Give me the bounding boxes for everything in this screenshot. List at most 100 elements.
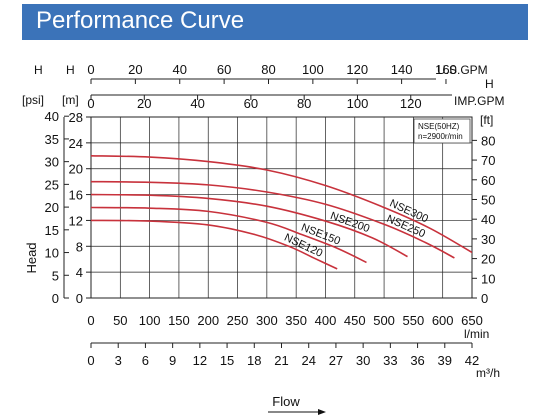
x-impgpm-tick-label: 0 — [87, 96, 94, 111]
x-lmin-tick-label: 400 — [315, 313, 337, 328]
x-impgpm-tick-label: 20 — [137, 96, 151, 111]
x-impgpm-unit: IMP.GPM — [454, 94, 504, 108]
x-lmin-tick-label: 350 — [285, 313, 307, 328]
axes: 0 50 100 150 200 250 300 350 400 450 500 550 600 6500… — [45, 62, 496, 368]
y-psi-tick-label: 40 — [45, 109, 59, 124]
x-usgpm-head-symbol: H — [485, 77, 494, 91]
x-usgpm-tick-label: 80 — [261, 62, 275, 77]
series-line-nse150 — [91, 206, 367, 264]
x-m3h-unit: m³/h — [476, 366, 500, 380]
series-group — [91, 154, 472, 270]
x-lmin-tick-label: 250 — [227, 313, 249, 328]
x-usgpm-tick-label: 20 — [128, 62, 142, 77]
x-m3h-tick-label: 3 — [115, 353, 122, 368]
x-m3h-tick-label: 12 — [193, 353, 207, 368]
y-psi-tick-label: 30 — [45, 155, 59, 170]
y-psi-unit: [psi] — [22, 93, 44, 107]
x-usgpm-tick-label: 140 — [391, 62, 413, 77]
x-m3h-tick-label: 0 — [87, 353, 94, 368]
y-ft-tick-label: 20 — [481, 252, 495, 267]
y-psi-tick-label: 5 — [52, 268, 59, 283]
y-ft-unit: [ft] — [480, 113, 493, 127]
y-m-tick-label: 4 — [76, 265, 83, 280]
note-line-2: n=2900r/min — [418, 132, 463, 141]
x-lmin-tick-label: 300 — [256, 313, 278, 328]
x-m3h-tick-label: 39 — [438, 353, 452, 368]
y-ft-tick-label: 10 — [481, 271, 495, 286]
x-m3h-tick-label: 36 — [410, 353, 424, 368]
y-psi-tick-label: 35 — [45, 132, 59, 147]
x-impgpm-tick-label: 80 — [297, 96, 311, 111]
y-m-tick-label: 0 — [76, 291, 83, 306]
x-m3h-tick-label: 15 — [220, 353, 234, 368]
y-psi-tick-label: 25 — [45, 177, 59, 192]
x-impgpm-tick-label: 60 — [244, 96, 258, 111]
y-ft-tick-label: 80 — [481, 133, 495, 148]
flow-arrow-head — [318, 409, 326, 415]
y-m-tick-label: 8 — [76, 239, 83, 254]
note-line-1: NSE(50HZ) — [418, 122, 460, 131]
x-impgpm-tick-label: 100 — [347, 96, 369, 111]
y-ft-tick-label: 50 — [481, 192, 495, 207]
x-usgpm-unit: U.S.GPM — [437, 63, 488, 77]
y-psi-tick-label: 20 — [45, 200, 59, 215]
series-line-nse300 — [91, 154, 472, 254]
series-label-nse200: NSE200 — [329, 210, 372, 235]
x-lmin-tick-label: 0 — [87, 313, 94, 328]
x-usgpm-tick-label: 120 — [346, 62, 368, 77]
x-lmin-tick-label: 450 — [344, 313, 366, 328]
y-psi-tick-label: 10 — [45, 246, 59, 261]
x-impgpm-tick-label: 40 — [190, 96, 204, 111]
series-line-nse250 — [91, 180, 455, 259]
x-m3h-tick-label: 6 — [142, 353, 149, 368]
x-m3h-tick-label: 21 — [274, 353, 288, 368]
x-lmin-tick-label: 150 — [168, 313, 190, 328]
y-m-head-symbol: H — [66, 63, 75, 77]
x-m3h-tick-label: 30 — [356, 353, 370, 368]
title-banner: Performance Curve — [22, 4, 528, 40]
x-usgpm-tick-label: 60 — [217, 62, 231, 77]
x-impgpm-tick-label: 120 — [400, 96, 422, 111]
x-lmin-tick-label: 550 — [403, 313, 425, 328]
y-m-tick-label: 16 — [69, 188, 83, 203]
x-m3h-tick-label: 42 — [465, 353, 479, 368]
y-m-tick-label: 12 — [69, 213, 83, 228]
x-m3h-tick-label: 33 — [383, 353, 397, 368]
x-m3h-tick-label: 18 — [247, 353, 261, 368]
chart-title: Performance Curve — [36, 7, 245, 34]
x-lmin-tick-label: 200 — [197, 313, 219, 328]
y-ft-tick-label: 40 — [481, 212, 495, 227]
x-lmin-tick-label: 600 — [432, 313, 454, 328]
series-line-nse120 — [91, 219, 338, 270]
x-usgpm-tick-label: 160 — [435, 62, 457, 77]
x-lmin-tick-label: 500 — [373, 313, 395, 328]
x-axis-title: Flow — [272, 394, 300, 409]
x-usgpm-tick-label: 0 — [87, 62, 94, 77]
y-m-tick-label: 28 — [69, 110, 83, 125]
x-lmin-unit: l/min — [464, 327, 489, 341]
y-m-tick-label: 24 — [69, 136, 83, 151]
x-m3h-tick-label: 24 — [301, 353, 315, 368]
x-lmin-tick-label: 50 — [113, 313, 127, 328]
y-psi-tick-label: 0 — [52, 291, 59, 306]
x-m3h-tick-label: 9 — [169, 353, 176, 368]
x-usgpm-tick-label: 100 — [302, 62, 324, 77]
y-psi-head-symbol: H — [34, 63, 43, 77]
y-axis-title: Head — [24, 242, 39, 273]
series-line-nse200 — [91, 193, 408, 258]
y-ft-tick-label: 30 — [481, 232, 495, 247]
y-m-tick-label: 20 — [69, 162, 83, 177]
y-ft-tick-label: 0 — [481, 291, 488, 306]
y-ft-tick-label: 60 — [481, 173, 495, 188]
x-usgpm-tick-label: 40 — [173, 62, 187, 77]
x-lmin-tick-label: 650 — [461, 313, 483, 328]
grid — [91, 117, 472, 298]
y-m-unit: [m] — [62, 93, 79, 107]
x-m3h-tick-label: 27 — [329, 353, 343, 368]
note-box — [413, 118, 471, 144]
y-psi-tick-label: 15 — [45, 223, 59, 238]
y-ft-tick-label: 70 — [481, 153, 495, 168]
x-lmin-tick-label: 100 — [139, 313, 161, 328]
